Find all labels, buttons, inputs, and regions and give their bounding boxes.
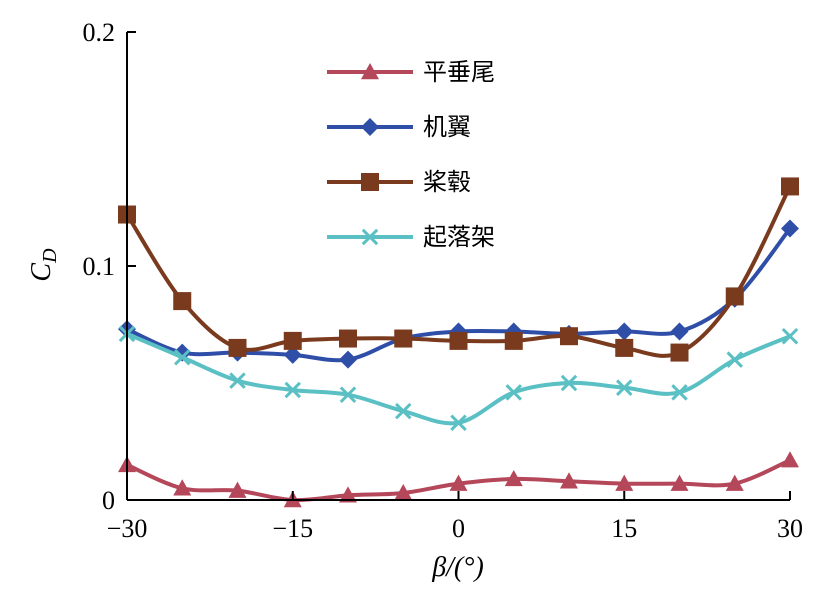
data-point — [339, 329, 357, 348]
x-tick-label: 30 — [777, 514, 803, 543]
y-axis-label-subscript: D — [39, 248, 61, 264]
data-point — [173, 292, 192, 311]
data-point — [394, 402, 412, 420]
legend-label: 桨毂 — [423, 168, 471, 196]
x-tick-label: 0 — [452, 514, 465, 543]
data-point — [228, 481, 247, 498]
data-point — [173, 348, 191, 366]
data-point — [615, 474, 634, 491]
data-point — [560, 374, 578, 392]
legend-item: 平垂尾 — [327, 58, 495, 86]
data-point — [725, 474, 744, 491]
data-point — [726, 351, 744, 368]
data-point — [228, 338, 247, 357]
legend-label: 起落架 — [423, 223, 495, 251]
legend-item: 起落架 — [327, 223, 495, 251]
data-point — [560, 472, 578, 489]
data-point — [450, 414, 467, 432]
data-point — [615, 379, 633, 396]
legend-label: 机翼 — [423, 113, 471, 141]
y-tick-label: 0 — [102, 486, 115, 515]
x-tick-label: −15 — [272, 514, 313, 543]
x-tick-label: 15 — [611, 514, 637, 543]
data-point — [725, 287, 744, 306]
data-point — [339, 350, 357, 369]
data-point — [781, 177, 799, 196]
y-tick-label: 0.2 — [83, 18, 116, 47]
legend-marker — [361, 118, 379, 136]
ticks-layer: −30 −15 0 15 30 0 0.1 0.2 — [83, 18, 804, 543]
data-point — [504, 331, 523, 350]
data-point — [449, 331, 468, 350]
data-point — [504, 469, 523, 487]
y-axis-label-main: C — [26, 263, 57, 282]
legend-item: 桨毂 — [327, 168, 471, 196]
data-point — [394, 483, 413, 501]
data-point — [781, 327, 799, 345]
data-point — [560, 327, 578, 346]
data-point — [670, 322, 689, 341]
data-point — [615, 322, 634, 341]
y-tick-label: 0.1 — [83, 252, 116, 281]
data-point — [339, 386, 357, 403]
x-axis-label: β/(°) — [431, 552, 484, 583]
legend-marker — [361, 173, 379, 191]
data-point — [283, 345, 302, 364]
data-point — [671, 384, 688, 401]
legend-item: 机翼 — [327, 113, 471, 141]
data-point — [394, 329, 413, 348]
data-point — [449, 474, 468, 491]
x-tick-label: −30 — [107, 514, 148, 543]
legend-marker — [361, 63, 379, 80]
data-point — [339, 486, 357, 503]
data-point — [173, 479, 192, 496]
data-point — [670, 343, 689, 362]
series-1 — [118, 451, 799, 508]
legend-label: 平垂尾 — [423, 58, 495, 86]
series-4 — [118, 325, 799, 432]
data-point — [283, 331, 302, 350]
data-point — [505, 384, 523, 401]
legend-marker — [361, 228, 379, 246]
svg-text:CD: CD — [26, 248, 61, 282]
data-point — [229, 372, 246, 389]
data-point — [670, 474, 689, 491]
y-axis-label: CD — [26, 248, 61, 282]
series-3 — [118, 177, 799, 362]
data-point — [781, 219, 799, 238]
data-point — [781, 451, 799, 468]
data-point — [284, 381, 302, 399]
axes-layer — [126, 32, 790, 501]
data-point — [615, 338, 634, 357]
